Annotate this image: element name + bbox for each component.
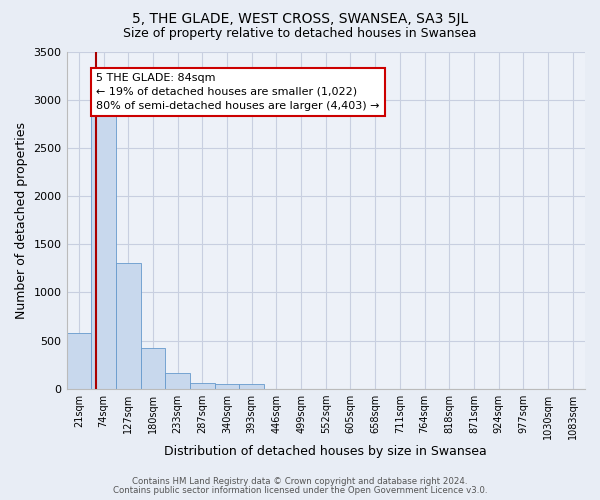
Bar [67,333,91,389]
Bar [140,348,165,389]
Bar [165,374,190,389]
Bar [239,384,264,389]
Text: Contains HM Land Registry data © Crown copyright and database right 2024.: Contains HM Land Registry data © Crown c… [132,477,468,486]
Text: 5, THE GLADE, WEST CROSS, SWANSEA, SA3 5JL: 5, THE GLADE, WEST CROSS, SWANSEA, SA3 5… [132,12,468,26]
Bar [91,104,116,389]
Y-axis label: Number of detached properties: Number of detached properties [15,122,28,318]
Bar [116,262,140,389]
Text: 5 THE GLADE: 84sqm
← 19% of detached houses are smaller (1,022)
80% of semi-deta: 5 THE GLADE: 84sqm ← 19% of detached hou… [96,72,380,110]
Text: Size of property relative to detached houses in Swansea: Size of property relative to detached ho… [123,28,477,40]
Bar [215,384,239,389]
X-axis label: Distribution of detached houses by size in Swansea: Distribution of detached houses by size … [164,444,487,458]
Bar [190,382,215,389]
Text: Contains public sector information licensed under the Open Government Licence v3: Contains public sector information licen… [113,486,487,495]
